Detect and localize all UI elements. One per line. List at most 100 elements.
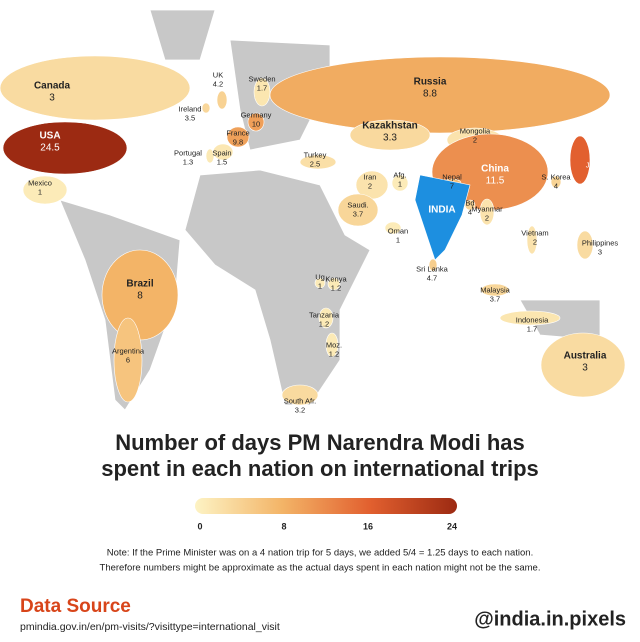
title-line: Number of days PM Narendra Modi has xyxy=(115,430,525,455)
country xyxy=(253,77,271,107)
note-line: Note: If the Prime Minister was on a 4 n… xyxy=(107,548,533,559)
country xyxy=(325,332,339,358)
country-value: 1.5 xyxy=(217,157,227,166)
country-name: China xyxy=(481,164,509,175)
country-value: 2 xyxy=(368,181,372,190)
country xyxy=(247,112,265,132)
country-name: S. Korea xyxy=(541,172,571,181)
legend-tick-label: 0 xyxy=(197,521,202,531)
country-value: 3.7 xyxy=(353,209,363,218)
country-name: Portugal xyxy=(174,148,202,157)
country-name: South Afr. xyxy=(284,396,317,405)
country xyxy=(479,198,495,226)
country xyxy=(2,121,128,175)
country xyxy=(314,277,326,289)
country-value: 1 xyxy=(318,281,322,290)
country-name: Vietnam xyxy=(521,228,548,237)
country-value: 4.2 xyxy=(213,79,223,88)
country-name: Turkey xyxy=(304,150,327,159)
legend-tick-label: 24 xyxy=(447,521,457,531)
country-value: 4 xyxy=(554,181,558,190)
country xyxy=(569,135,591,185)
country xyxy=(480,283,510,297)
country xyxy=(22,175,68,205)
country-name: Afg. xyxy=(393,170,406,179)
country-name: Myanmar xyxy=(471,204,503,213)
country-value: 1.2 xyxy=(331,283,341,292)
country-value: 6 xyxy=(126,355,130,364)
country xyxy=(269,56,611,134)
country-name: Moz. xyxy=(326,340,342,349)
country xyxy=(281,384,319,406)
country-name: Brazil xyxy=(126,279,153,290)
country-value: 24.5 xyxy=(40,143,60,154)
country-value: 4 xyxy=(468,207,472,216)
country xyxy=(299,154,337,170)
country-name: Tanzania xyxy=(309,310,340,319)
country-name: Spain xyxy=(212,148,231,157)
country-value: 1.2 xyxy=(329,349,339,358)
country-value: 1 xyxy=(396,235,400,244)
legend-tick-label: 8 xyxy=(281,521,286,531)
country-name: Mexico xyxy=(28,178,52,187)
country-name: Kazakhstan xyxy=(362,121,418,132)
legend-bar xyxy=(195,498,457,514)
country-name: Russia xyxy=(414,77,447,88)
source-url: pmindia.gov.in/en/pm-visits/?visittype=i… xyxy=(20,621,280,633)
country-name: Australia xyxy=(564,351,607,362)
country-value: 1.3 xyxy=(183,157,193,166)
country-value: 8 xyxy=(137,291,143,302)
country xyxy=(464,199,476,211)
country-value: 10 xyxy=(252,119,260,128)
country xyxy=(499,310,561,326)
country xyxy=(391,174,409,192)
country xyxy=(550,175,562,189)
country xyxy=(216,90,228,110)
country-name: Oman xyxy=(388,226,408,235)
country-name: Sweden xyxy=(248,74,275,83)
country xyxy=(337,193,379,227)
country-name: France xyxy=(226,128,249,137)
country-name: Japan xyxy=(586,160,606,169)
country-value: 2 xyxy=(485,213,489,222)
country-value: 2 xyxy=(473,135,477,144)
country xyxy=(318,307,334,329)
country-name: USA xyxy=(39,131,60,142)
country-name: UK xyxy=(213,70,223,79)
country-name: Sri Lanka xyxy=(416,264,449,273)
country-value: 3 xyxy=(49,93,55,104)
country-name: Malaysia xyxy=(480,285,510,294)
country xyxy=(540,332,626,398)
country-value: 3.3 xyxy=(383,133,397,144)
country-name: Germany xyxy=(241,110,272,119)
country xyxy=(384,221,402,235)
country-name: Philippines xyxy=(582,238,619,247)
handle: @india.in.pixels xyxy=(474,608,626,630)
country-value: 7 xyxy=(450,181,454,190)
note-line: Therefore numbers might be approximate a… xyxy=(100,563,541,574)
country xyxy=(526,225,538,255)
country xyxy=(327,277,341,291)
country-value: 1.7 xyxy=(527,324,537,333)
country-name: Iran xyxy=(364,172,377,181)
country-name: Ireland xyxy=(179,104,202,113)
country-value: 16 xyxy=(592,169,600,178)
country xyxy=(0,55,191,121)
country-value: 3 xyxy=(598,247,602,256)
country-value: 3 xyxy=(582,363,588,374)
country-value: 2 xyxy=(533,237,537,246)
country xyxy=(113,317,143,403)
country-name: Argentina xyxy=(112,346,145,355)
highlight-label: INDIA xyxy=(428,205,455,216)
country-value: 3.5 xyxy=(185,113,195,122)
country-value: 3.2 xyxy=(295,405,305,414)
source-title: Data Source xyxy=(20,596,131,617)
country-name: Saudi. xyxy=(347,200,368,209)
country-value: 3.7 xyxy=(490,294,500,303)
country-value: 1.2 xyxy=(319,319,329,328)
country xyxy=(349,119,431,151)
country-name: Bd xyxy=(465,198,474,207)
greenland xyxy=(149,9,216,61)
country xyxy=(428,258,438,272)
